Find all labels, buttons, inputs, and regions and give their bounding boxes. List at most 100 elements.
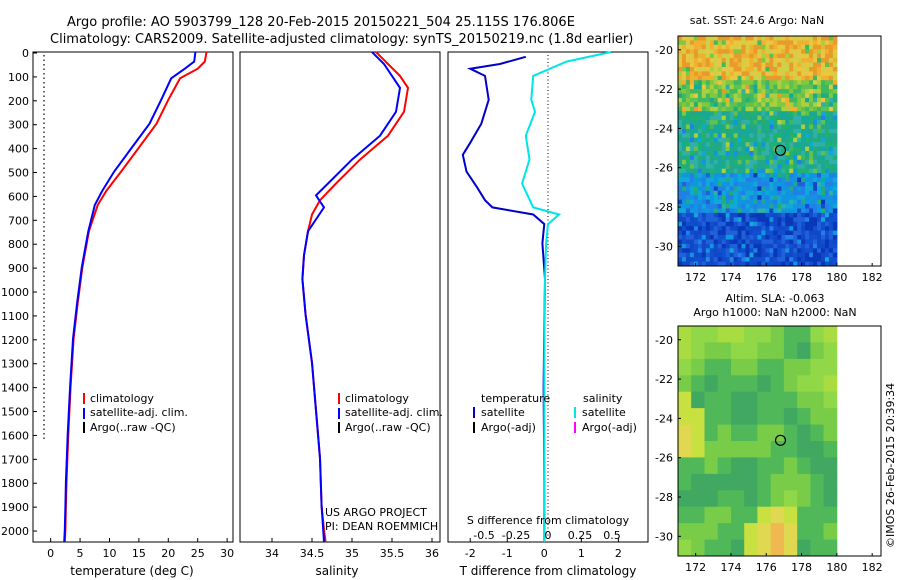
sst-cell <box>682 115 687 121</box>
sst-cell <box>685 53 691 59</box>
sla-cell <box>744 457 758 475</box>
sst-cell <box>749 89 754 94</box>
sst-cell <box>689 252 695 258</box>
sst-cell <box>717 190 723 196</box>
sst-cell <box>821 89 826 94</box>
sst-cell <box>753 164 758 170</box>
sst-cell <box>721 230 727 236</box>
sst-cell <box>757 133 762 139</box>
sst-cell <box>757 137 762 143</box>
sst-cell <box>801 80 806 86</box>
sst-cell <box>781 230 786 236</box>
sst-cell <box>809 221 814 227</box>
sst-cell <box>717 133 723 139</box>
sst-cell <box>733 93 739 99</box>
sst-cell <box>705 146 711 152</box>
sst-cell <box>817 93 822 99</box>
sst-cell <box>733 44 739 50</box>
temperature-x-axis: 0 5 10 15 20 25 30 <box>47 538 234 560</box>
sst-cell <box>821 137 826 143</box>
sst-cell <box>737 199 743 205</box>
sla-cell <box>691 391 705 409</box>
sla-cell <box>757 490 772 508</box>
sst-cell <box>825 235 830 240</box>
sst-cell <box>821 261 826 267</box>
sst-cell <box>749 115 754 121</box>
sst-cell <box>749 155 754 161</box>
x-tick-label: 36 <box>425 547 439 560</box>
sst-cell <box>705 248 711 254</box>
sst-cell <box>765 239 770 245</box>
sst-cell <box>749 212 754 218</box>
sst-cell <box>789 142 794 148</box>
sst-cell <box>821 128 826 134</box>
sst-cell <box>745 53 750 59</box>
sst-cell <box>737 208 743 214</box>
sst-cell <box>813 159 818 165</box>
sla-cell <box>678 473 692 491</box>
sst-cell <box>813 190 818 196</box>
sst-cell <box>733 80 739 86</box>
sst-cell <box>828 239 834 245</box>
sst-cell <box>685 248 691 254</box>
sst-cell <box>781 212 786 218</box>
sst-cell <box>741 84 746 90</box>
sst-cell <box>801 199 806 205</box>
sst-cell <box>749 80 754 86</box>
sst-cell <box>741 261 746 267</box>
sst-cell <box>805 208 810 214</box>
sst-cell <box>713 243 719 249</box>
sst-cell <box>713 190 719 196</box>
sst-cell <box>717 204 723 209</box>
sst-cell <box>832 230 838 236</box>
sst-cell <box>757 257 762 263</box>
sst-cell <box>817 62 822 68</box>
sst-cell <box>797 49 802 55</box>
sst-cell <box>741 120 746 125</box>
sst-cell <box>821 235 826 240</box>
temperature-legend: climatology satellite-adj. clim. Argo(..… <box>83 392 188 434</box>
sst-cell <box>825 173 830 178</box>
sst-cell <box>678 257 683 263</box>
sst-cell <box>789 137 794 143</box>
sst-cell <box>678 142 683 148</box>
sst-cell <box>733 204 739 209</box>
sst-cell <box>832 155 838 161</box>
sst-cell <box>713 173 719 178</box>
sst-cell <box>713 164 719 170</box>
sst-cell <box>777 106 782 112</box>
sst-cell <box>741 40 746 46</box>
sst-cell <box>717 142 723 148</box>
sst-cell <box>825 159 830 165</box>
sst-cell <box>678 124 683 130</box>
sst-cell <box>741 89 746 94</box>
sst-cell <box>682 58 687 63</box>
sst-cell <box>701 212 707 218</box>
sst-cell <box>817 239 822 245</box>
sst-cell <box>805 151 810 156</box>
sst-cell <box>749 221 754 227</box>
sst-cell <box>773 248 778 254</box>
sst-cell <box>769 208 774 214</box>
sst-cell <box>709 142 715 148</box>
sst-cell <box>765 235 770 240</box>
legend-sal-satellite-label: satellite <box>582 406 626 419</box>
sla-cell <box>744 391 758 409</box>
sst-cell <box>685 226 691 232</box>
sst-cell <box>789 89 794 94</box>
sst-cell <box>737 120 743 125</box>
sst-cell <box>761 235 766 240</box>
sst-cell <box>761 102 766 108</box>
sst-cell <box>809 84 814 90</box>
sst-cell <box>701 226 707 232</box>
sst-cell <box>713 49 719 55</box>
sst-cell <box>729 142 735 148</box>
sst-cell <box>769 80 774 86</box>
sst-cell <box>825 226 830 232</box>
sst-cell <box>678 40 683 46</box>
sst-cell <box>749 217 754 223</box>
sst-cell <box>813 173 818 178</box>
sst-cell <box>689 97 695 103</box>
sst-cell <box>725 93 731 99</box>
sst-cell <box>701 89 707 94</box>
